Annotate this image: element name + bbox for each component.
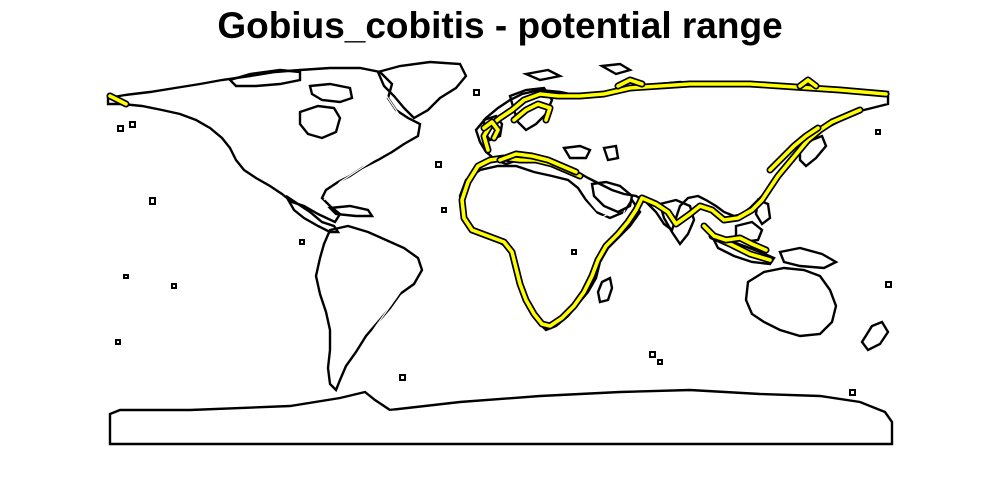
range-fill-east-asia <box>768 126 820 172</box>
central-america-coast <box>284 195 341 234</box>
island-dot <box>123 274 129 279</box>
island-shape <box>602 144 620 162</box>
island-shape <box>562 144 592 160</box>
range-fill-alaska <box>108 94 128 106</box>
madagascar <box>596 276 614 304</box>
island-dot <box>649 351 656 358</box>
potential-range <box>106 76 890 330</box>
island-dot <box>399 374 406 381</box>
island-dot <box>657 359 663 365</box>
antarctica-inner-line <box>115 397 887 423</box>
island-shape <box>598 62 633 76</box>
range-fill-arctic <box>616 78 644 88</box>
small-islands <box>115 62 892 396</box>
philippines <box>754 198 772 226</box>
island-dot <box>129 121 136 128</box>
range-fill-mediterranean <box>498 152 578 174</box>
antarctica-landmass <box>108 388 894 446</box>
island-dot <box>885 281 892 288</box>
australia-inner <box>751 273 829 331</box>
new-zealand <box>860 320 890 352</box>
range-fill-siberia <box>798 78 818 88</box>
island-dot <box>849 389 856 396</box>
map-title: Gobius_cobitis - potential range <box>217 5 783 46</box>
island-dot <box>117 125 124 132</box>
island-dot <box>299 239 305 245</box>
island-shape <box>521 68 564 82</box>
south-america-inner <box>335 235 415 383</box>
new-guinea <box>778 246 839 270</box>
india <box>658 198 696 247</box>
australia-coast <box>744 266 838 338</box>
caribbean-islands <box>327 204 375 218</box>
range-fill-europe <box>460 82 888 328</box>
island-dot <box>149 197 156 205</box>
range-fill-nw-europe <box>482 120 500 140</box>
island-dot <box>115 339 121 345</box>
island-dot <box>571 249 577 255</box>
hudson-bay <box>298 104 342 140</box>
island-dot <box>435 161 442 168</box>
greenland <box>376 60 468 120</box>
north-america-inner <box>119 73 411 201</box>
range-outline-europe <box>458 80 890 330</box>
island-dot <box>473 89 480 96</box>
range-fill-se-asia <box>702 224 768 252</box>
arctic-islands <box>227 68 302 88</box>
island-dot <box>875 129 881 135</box>
island-dot <box>441 207 447 213</box>
arctic-island-2 <box>308 82 354 104</box>
arabian-peninsula <box>590 180 634 214</box>
island-dot <box>171 283 177 289</box>
range-fill-baltic <box>512 102 552 122</box>
south-america-coast <box>314 224 424 393</box>
